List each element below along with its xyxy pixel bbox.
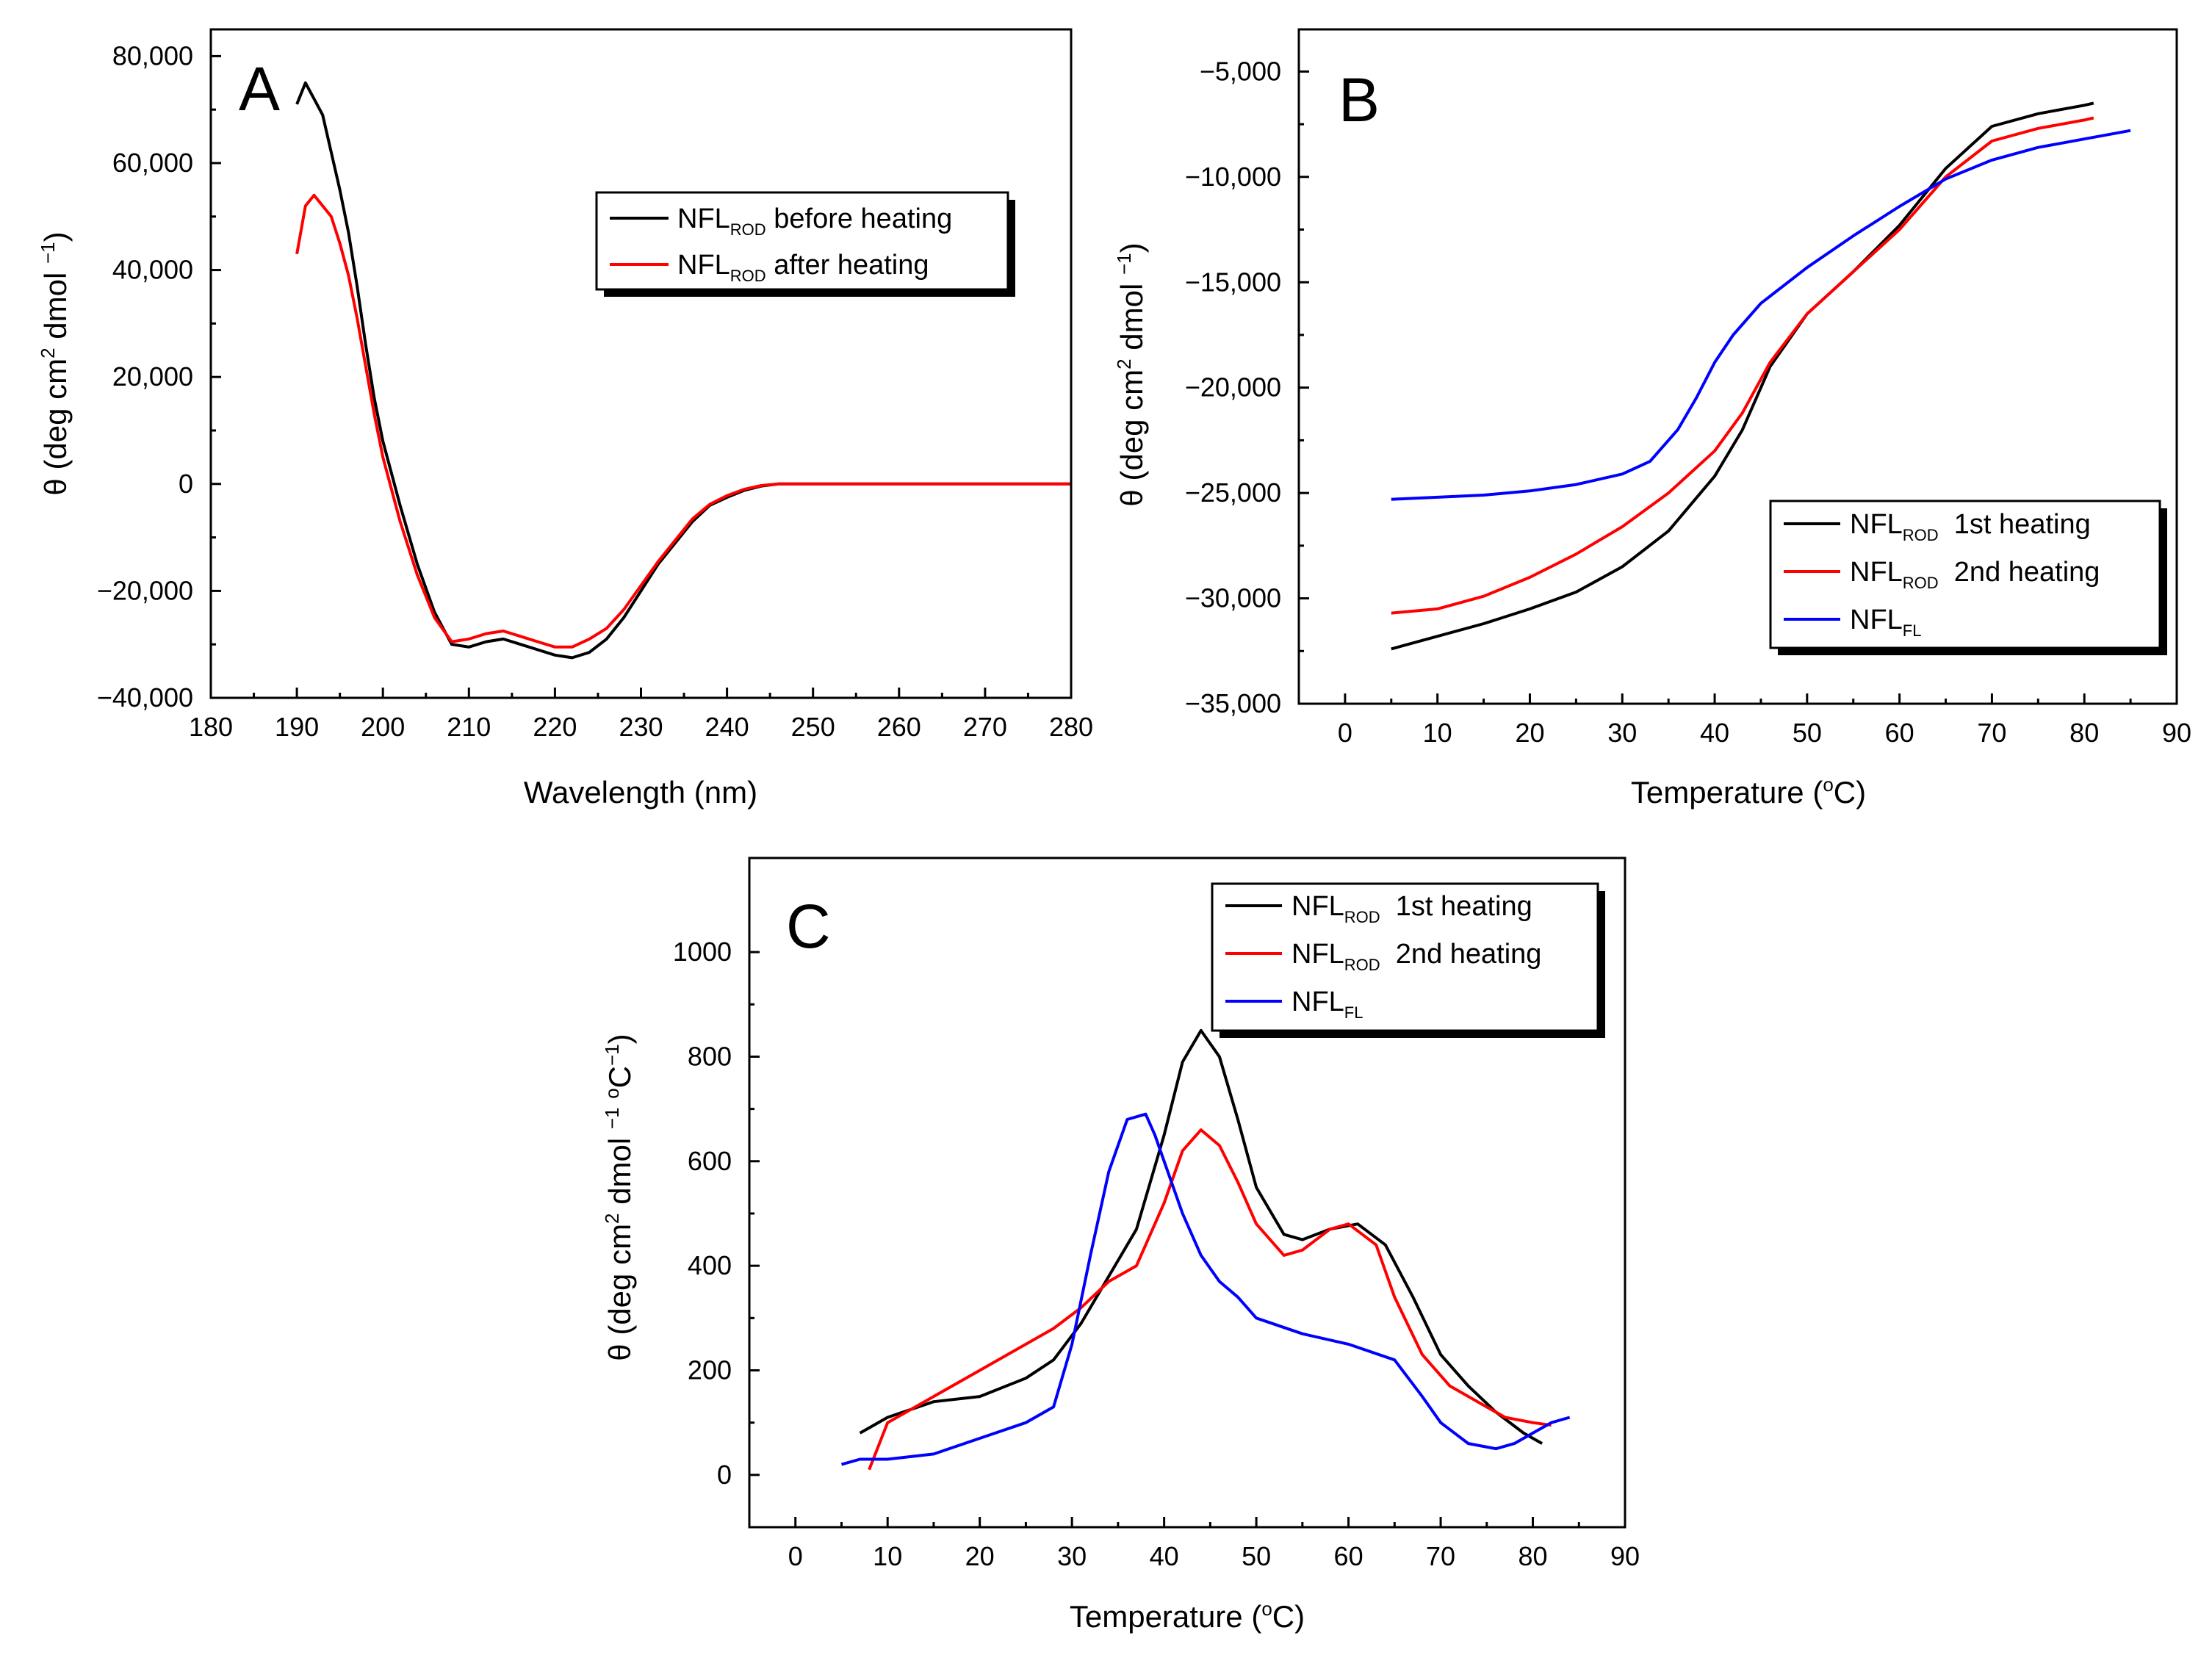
x-tick-label-c-7: 70: [1426, 1541, 1455, 1571]
x-tick-label-a-9: 270: [963, 712, 1007, 742]
x-tick-label-a-10: 280: [1049, 712, 1093, 742]
panel-a-chart: A 180 190 200 210 220 230 240 250 260 270 280 −40,0…: [37, 28, 1093, 810]
y-tick-label-b-0: −35,000: [1185, 688, 1281, 718]
x-tick-label-a-4: 220: [533, 712, 577, 742]
series-line-c-0: [859, 1028, 1543, 1445]
x-axis-title-a: Wavelength (nm): [524, 775, 757, 810]
x-tick-label-b-0: 0: [1338, 718, 1352, 748]
y-tick-label-b-4: −15,000: [1185, 267, 1281, 297]
y-axis-title-b: θ (deg cm2 dmol −1): [1113, 242, 1149, 506]
legend-entry-b-0: NFLROD 1st heating: [1850, 509, 2091, 544]
y-tick-label-c-0: 0: [717, 1460, 732, 1490]
y-tick-label-c-1: 200: [688, 1355, 732, 1385]
y-tick-label-b-5: −10,000: [1185, 162, 1281, 192]
legend-a: NFLROD before heating NFLROD after heati…: [595, 191, 1015, 297]
x-tick-label-c-1: 10: [873, 1541, 902, 1571]
x-tick-label-a-0: 180: [189, 712, 233, 742]
x-tick-label-c-2: 20: [965, 1541, 995, 1571]
panel-b-chart: B 0 10 20 30 40 50 60 70 80 90 −35,000 −30,000 −25,0…: [1113, 28, 2191, 810]
series-line-b-2: [1391, 129, 2131, 501]
panel-letter-b: B: [1339, 65, 1380, 134]
x-tick-label-b-8: 80: [2069, 718, 2099, 748]
panel-letter-a: A: [239, 54, 280, 123]
legend-entry-c-1: NFLROD 2nd heating: [1291, 939, 1541, 974]
x-tick-label-a-1: 190: [275, 712, 319, 742]
x-tick-label-c-4: 40: [1150, 1541, 1179, 1571]
plot-frame-a: [209, 28, 1073, 699]
x-tick-label-c-3: 30: [1057, 1541, 1087, 1571]
y-tick-label-a-3: 20,000: [112, 361, 193, 392]
y-tick-label-b-3: −20,000: [1185, 372, 1281, 403]
x-tick-label-a-7: 250: [791, 712, 835, 742]
x-tick-label-b-1: 10: [1423, 718, 1452, 748]
x-tick-label-a-5: 230: [619, 712, 663, 742]
y-axis-title-a: θ (deg cm2 dmol −1): [37, 231, 73, 495]
y-tick-label-b-6: −5,000: [1200, 56, 1281, 86]
legend-entry-b-1: NFLROD 2nd heating: [1850, 557, 2100, 592]
y-tick-label-b-1: −30,000: [1185, 583, 1281, 613]
plot-frame-c: [748, 857, 1626, 1529]
legend-entry-c-2: NFLFL: [1291, 987, 1363, 1022]
legend-c: NFLROD 1st heating NFLROD 2nd heating NF…: [1211, 882, 1605, 1038]
x-axis-title-c: Temperature (oC): [1070, 1598, 1305, 1634]
y-tick-label-a-5: 60,000: [112, 148, 193, 178]
legend-b: NFLROD 1st heating NFLROD 2nd heating NF…: [1769, 500, 2167, 655]
panel-letter-c: C: [786, 892, 831, 961]
x-tick-label-c-9: 90: [1610, 1541, 1640, 1571]
x-tick-label-c-6: 60: [1334, 1541, 1363, 1571]
series-line-c-2: [840, 1112, 1571, 1466]
legend-entry-a-0: NFLROD before heating: [677, 203, 952, 239]
x-tick-label-b-6: 60: [1885, 718, 1914, 748]
y-tick-label-a-0: −40,000: [97, 682, 193, 713]
x-axis-title-b: Temperature (oC): [1631, 774, 1866, 810]
y-tick-label-a-6: 80,000: [112, 40, 193, 71]
x-tick-label-a-6: 240: [705, 712, 749, 742]
y-tick-label-c-5: 1000: [673, 937, 732, 967]
panel-c-chart: C 0 10 20 30 40 50 60 70 80 90 0 200 400 600 800 1000 T…: [601, 857, 1640, 1634]
series-line-a-0: [295, 81, 1071, 660]
x-tick-label-c-5: 50: [1242, 1541, 1271, 1571]
legend-entry-c-0: NFLROD 1st heating: [1291, 891, 1532, 926]
y-axis-title-c: θ (deg cm2 dmol −1 oC−1): [601, 1034, 637, 1360]
x-tick-label-a-8: 260: [877, 712, 921, 742]
x-tick-label-c-0: 0: [788, 1541, 803, 1571]
x-tick-label-b-5: 50: [1793, 718, 1822, 748]
series-line-b-1: [1391, 116, 2094, 615]
x-tick-label-b-4: 40: [1700, 718, 1729, 748]
x-tick-label-b-9: 90: [2162, 718, 2191, 748]
y-tick-label-c-3: 600: [688, 1146, 732, 1176]
series-line-c-1: [868, 1128, 1552, 1471]
series-line-b-0: [1391, 101, 2094, 651]
x-tick-label-b-2: 20: [1515, 718, 1544, 748]
legend-entry-b-2: NFLFL: [1850, 605, 1921, 640]
series-line-a-1: [295, 193, 1071, 649]
x-tick-label-b-7: 70: [1977, 718, 2006, 748]
y-tick-label-c-4: 800: [688, 1041, 732, 1071]
x-tick-label-a-2: 200: [361, 712, 405, 742]
x-tick-label-b-3: 30: [1607, 718, 1637, 748]
y-tick-label-a-2: 0: [179, 469, 193, 499]
legend-entry-a-1: NFLROD after heating: [677, 250, 929, 285]
y-tick-label-b-2: −25,000: [1185, 477, 1281, 508]
plot-frame-b: [1297, 28, 2178, 705]
x-tick-label-a-3: 210: [447, 712, 491, 742]
y-tick-label-a-1: −20,000: [97, 575, 193, 605]
x-tick-label-c-8: 80: [1519, 1541, 1548, 1571]
y-tick-label-a-4: 40,000: [112, 255, 193, 285]
y-tick-label-c-2: 400: [688, 1250, 732, 1280]
